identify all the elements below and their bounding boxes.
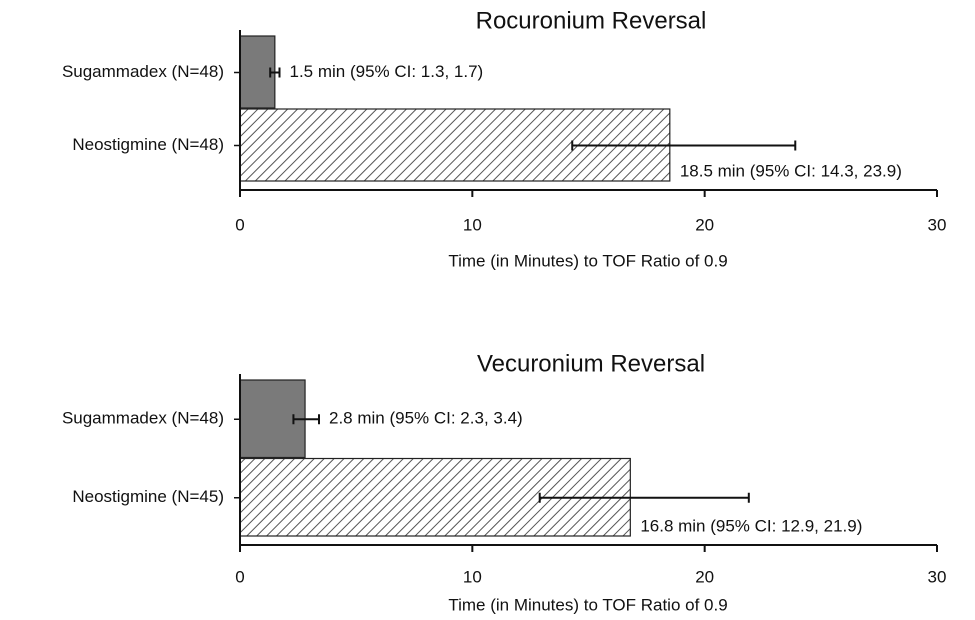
x-tick-label: 30 xyxy=(928,567,947,586)
x-tick-label: 10 xyxy=(463,215,482,234)
category-label: Neostigmine (N=45) xyxy=(72,487,224,506)
x-tick-label: 30 xyxy=(928,215,947,234)
error-bar xyxy=(292,414,320,425)
x-axis-label: Time (in Minutes) to TOF Ratio of 0.9 xyxy=(448,251,727,270)
x-tick-label: 10 xyxy=(463,567,482,586)
x-tick-label: 0 xyxy=(235,215,244,234)
error-bar xyxy=(571,140,797,151)
x-tick-label: 0 xyxy=(235,567,244,586)
x-tick-label: 20 xyxy=(695,567,714,586)
value-label: 1.5 min (95% CI: 1.3, 1.7) xyxy=(289,62,483,81)
chart-title: Vecuronium Reversal xyxy=(477,350,705,377)
value-label: 18.5 min (95% CI: 14.3, 23.9) xyxy=(680,161,902,180)
x-axis-label: Time (in Minutes) to TOF Ratio of 0.9 xyxy=(448,595,727,614)
error-bar xyxy=(269,67,281,78)
category-label: Sugammadex (N=48) xyxy=(62,409,224,428)
value-label: 2.8 min (95% CI: 2.3, 3.4) xyxy=(329,409,523,428)
category-label: Sugammadex (N=48) xyxy=(62,62,224,81)
category-label: Neostigmine (N=48) xyxy=(72,135,224,154)
chart-title: Rocuronium Reversal xyxy=(476,7,707,34)
error-bar xyxy=(538,492,750,503)
x-tick-label: 20 xyxy=(695,215,714,234)
value-label: 16.8 min (95% CI: 12.9, 21.9) xyxy=(640,516,862,535)
